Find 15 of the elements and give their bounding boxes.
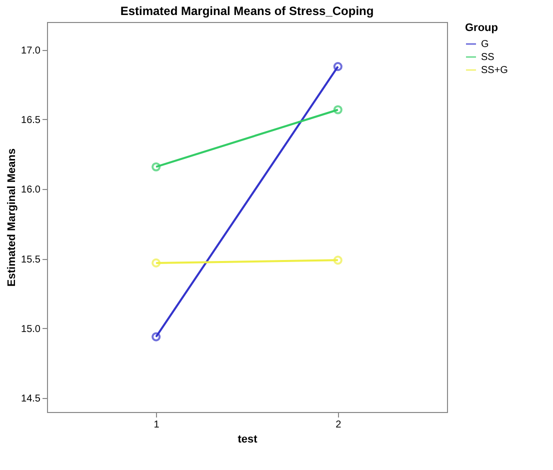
x-axis-title: test (238, 434, 258, 446)
x-tick-label: 1 (154, 420, 160, 430)
y-tick-label: 17.0 (21, 45, 41, 56)
y-tick-label: 16.5 (21, 115, 41, 126)
y-tick-label: 14.5 (21, 394, 41, 405)
legend-label: G (481, 39, 489, 50)
y-tick-label: 16.0 (21, 184, 41, 196)
y-axis-title: Estimated Marginal Means (6, 148, 18, 287)
legend-title: Group (465, 22, 498, 34)
legend-label: SS+G (481, 65, 508, 76)
x-tick-label: 2 (336, 420, 342, 430)
chart-title: Estimated Marginal Means of Stress_Coping (120, 4, 374, 18)
y-tick-label: 15.5 (21, 254, 41, 266)
legend-label: SS (481, 52, 495, 63)
y-tick-label: 15.0 (21, 324, 41, 335)
